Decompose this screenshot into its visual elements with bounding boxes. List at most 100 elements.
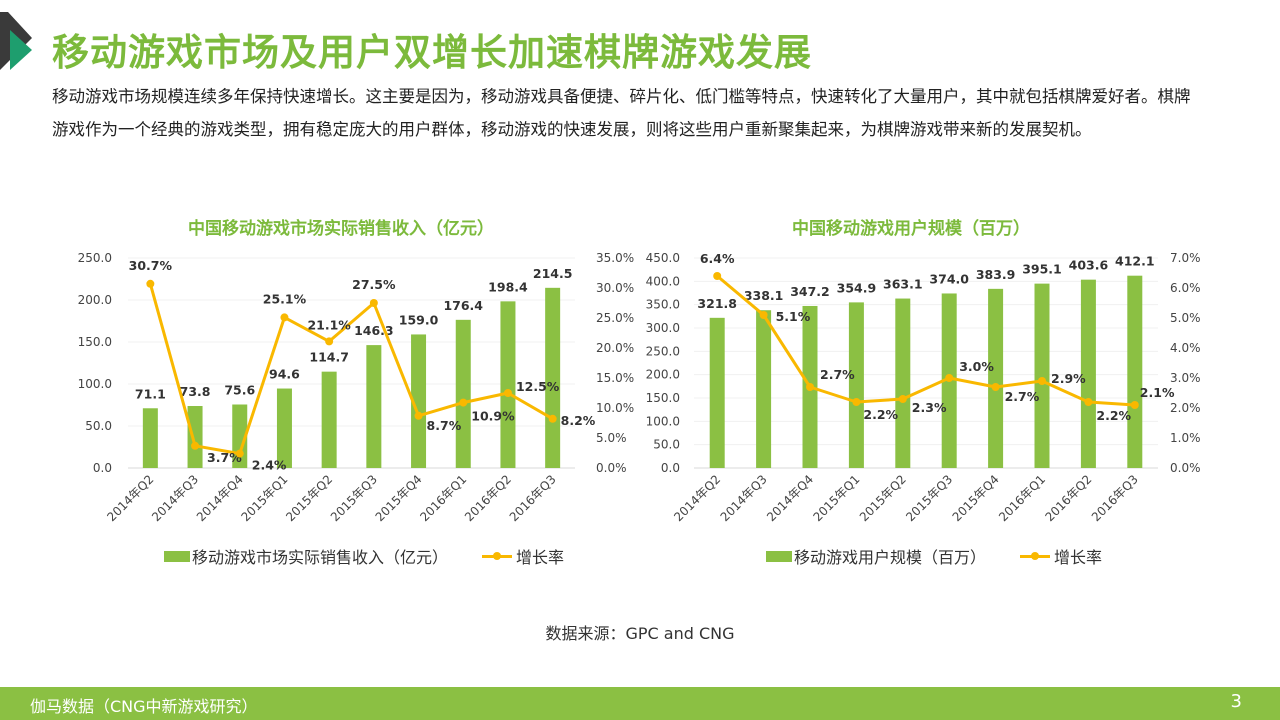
growth-rate-point	[898, 395, 907, 403]
y-left-tick-label: 250.0	[78, 251, 112, 265]
y-left-tick-label: 150.0	[78, 335, 112, 349]
growth-rate-label: 12.5%	[516, 379, 560, 394]
growth-rate-label: 25.1%	[263, 291, 307, 306]
bar-value-label: 114.7	[309, 350, 349, 365]
y-right-tick-label: 1.0%	[1170, 431, 1201, 445]
growth-rate-label: 30.7%	[129, 258, 173, 273]
y-left-tick-label: 300.0	[646, 321, 680, 335]
bar-value-label: 383.9	[976, 267, 1016, 282]
y-left-tick-label: 50.0	[85, 419, 112, 433]
growth-rate-point	[280, 313, 289, 322]
x-tick-label: 2014年Q2	[671, 472, 723, 524]
bar	[321, 371, 337, 468]
bar-value-label: 75.6	[224, 382, 255, 397]
y-left-tick-label: 450.0	[646, 251, 680, 265]
bar-value-label: 363.1	[883, 277, 923, 292]
bar	[709, 317, 725, 468]
page-number: 3	[1230, 691, 1242, 712]
chart-title-revenue: 中国移动游戏市场实际销售收入（亿元）	[188, 219, 494, 239]
y-left-tick-label: 50.0	[653, 438, 680, 452]
y-right-tick-label: 3.0%	[1170, 371, 1201, 385]
y-left-tick-label: 0.0	[661, 461, 680, 475]
bar-value-label: 338.1	[744, 288, 784, 303]
x-tick-label: 2016年Q2	[462, 472, 514, 524]
bar-value-label: 395.1	[1022, 262, 1062, 277]
bar-value-label: 198.4	[488, 279, 528, 294]
bar-value-label: 176.4	[443, 298, 483, 313]
y-left-tick-label: 100.0	[78, 377, 112, 391]
legend-line-swatch	[1020, 551, 1051, 560]
growth-rate-point	[459, 398, 468, 407]
growth-rate-point	[369, 299, 378, 307]
x-tick-label: 2014年Q4	[764, 472, 816, 524]
bar-value-label: 71.1	[135, 386, 166, 401]
y-right-tick-label: 0.0%	[1170, 461, 1201, 475]
x-tick-label: 2014年Q3	[149, 472, 201, 524]
bar	[276, 388, 292, 468]
bar	[366, 345, 382, 468]
y-right-tick-label: 6.0%	[1170, 281, 1201, 295]
growth-rate-label: 3.7%	[207, 450, 242, 465]
growth-rate-point	[503, 389, 512, 397]
y-right-tick-label: 4.0%	[1170, 341, 1201, 355]
x-tick-label: 2016年Q3	[507, 472, 559, 524]
x-tick-label: 2016年Q1	[996, 472, 1048, 524]
growth-rate-label: 21.1%	[307, 317, 351, 332]
y-right-tick-label: 30.0%	[596, 281, 634, 295]
chart-title-users: 中国移动游戏用户规模（百万）	[792, 219, 1030, 239]
x-tick-label: 2015年Q2	[283, 472, 335, 524]
growth-rate-label: 2.2%	[863, 407, 898, 422]
growth-rate-point	[191, 441, 200, 450]
y-left-tick-label: 0.0	[93, 461, 112, 475]
bar	[187, 406, 203, 468]
growth-rate-line	[716, 274, 1135, 407]
y-right-tick-label: 5.0%	[596, 431, 627, 445]
bar-value-label: 214.5	[533, 266, 573, 281]
growth-rate-point	[991, 383, 1000, 391]
growth-rate-point	[548, 414, 557, 423]
y-left-tick-label: 200.0	[78, 293, 112, 307]
growth-rate-label: 6.4%	[700, 251, 735, 266]
x-tick-label: 2015年Q4	[950, 472, 1002, 524]
growth-rate-label: 2.1%	[1140, 385, 1175, 400]
y-left-tick-label: 200.0	[646, 368, 680, 382]
growth-rate-point	[1084, 398, 1093, 406]
bar	[988, 288, 1004, 468]
bar	[1127, 275, 1143, 468]
bar-value-label: 321.8	[697, 296, 737, 311]
y-right-tick-label: 2.0%	[1170, 401, 1201, 415]
growth-rate-point	[235, 449, 244, 458]
growth-rate-point	[1130, 401, 1139, 409]
legend-line-label: 增长率	[1054, 548, 1103, 567]
growth-rate-label: 2.9%	[1051, 371, 1086, 386]
legend-line-swatch	[482, 551, 513, 560]
x-tick-label: 2015年Q1	[810, 472, 862, 524]
x-tick-label: 2016年Q2	[1042, 472, 1094, 524]
intro-paragraph: 移动游戏市场规模连续多年保持快速增长。这主要是因为，移动游戏具备便捷、碎片化、低…	[52, 87, 1191, 139]
y-right-tick-label: 15.0%	[596, 371, 634, 385]
growth-rate-point	[945, 374, 954, 382]
legend-bar-swatch	[766, 550, 792, 562]
growth-rate-label: 2.7%	[820, 367, 855, 382]
growth-rate-point	[806, 383, 814, 391]
y-left-tick-label: 250.0	[646, 344, 680, 358]
growth-rate-label: 5.1%	[776, 309, 811, 324]
x-tick-label: 2015年Q2	[857, 472, 909, 524]
bar	[848, 302, 864, 468]
legend-line-label: 增长率	[516, 548, 565, 567]
growth-rate-point	[1038, 377, 1046, 385]
y-right-tick-label: 20.0%	[596, 341, 634, 355]
x-tick-label: 2015年Q3	[903, 472, 955, 524]
growth-rate-label: 8.7%	[427, 418, 462, 433]
bar-value-label: 94.6	[269, 367, 300, 382]
bar	[545, 287, 561, 468]
y-left-tick-label: 400.0	[646, 274, 680, 288]
growth-rate-point	[146, 279, 155, 288]
bar	[411, 334, 427, 468]
growth-rate-point	[759, 311, 768, 319]
bar-value-label: 73.8	[180, 384, 211, 399]
bar-value-label: 159.0	[399, 312, 439, 327]
growth-rate-line	[148, 283, 554, 456]
legend-bar-swatch	[164, 550, 190, 562]
